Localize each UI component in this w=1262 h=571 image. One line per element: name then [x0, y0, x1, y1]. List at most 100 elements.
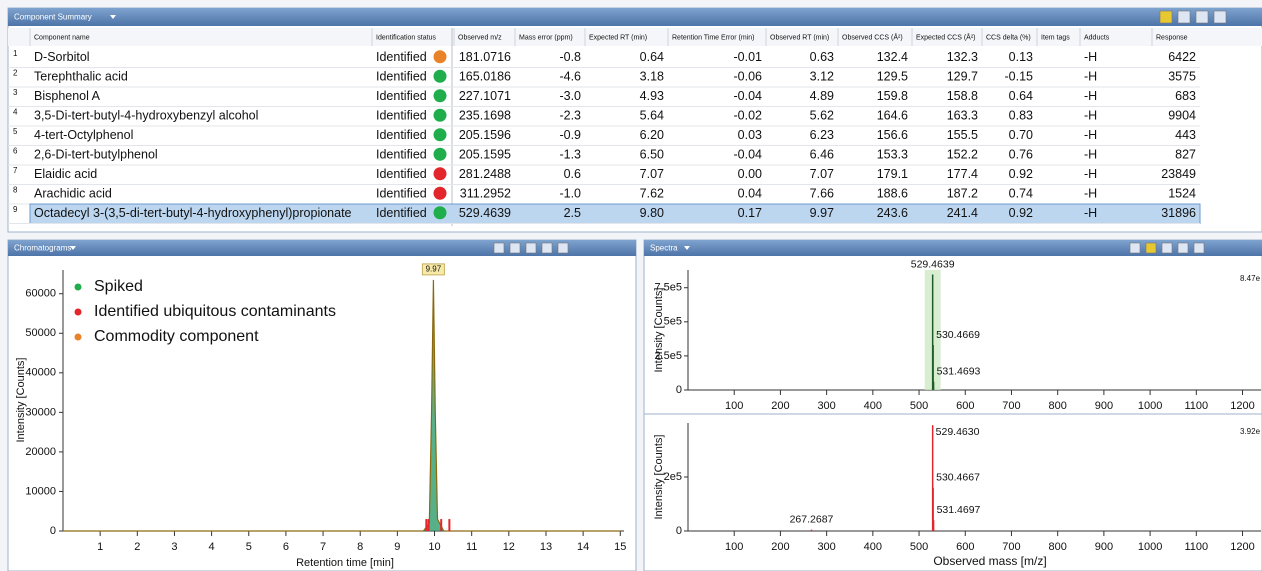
table-cell[interactable]: 0.76 [1009, 148, 1033, 162]
table-cell[interactable]: -0.04 [734, 89, 763, 103]
table-cell[interactable]: 0.92 [1009, 206, 1033, 220]
table-cell[interactable]: -H [1084, 109, 1097, 123]
toolbar-icon[interactable] [1129, 242, 1141, 254]
table-cell[interactable]: Identified [376, 50, 427, 64]
table-cell[interactable]: 7.66 [810, 187, 834, 201]
table-cell[interactable]: 164.6 [877, 109, 908, 123]
table-cell[interactable]: 3,5-Di-tert-butyl-4-hydroxybenzyl alcoho… [34, 109, 258, 123]
table-cell[interactable]: -H [1084, 167, 1097, 181]
table-cell[interactable]: 2.5 [564, 206, 581, 220]
table-cell[interactable]: 31896 [1161, 206, 1196, 220]
table-cell[interactable]: 155.5 [947, 128, 978, 142]
table-cell[interactable]: Bisphenol A [34, 89, 101, 103]
table-cell[interactable]: 156.6 [877, 128, 908, 142]
table-cell[interactable]: -H [1084, 50, 1097, 64]
table-cell[interactable]: 205.1595 [459, 148, 511, 162]
table-cell[interactable]: 129.7 [947, 70, 978, 84]
table-cell[interactable]: 187.2 [947, 187, 978, 201]
table-cell[interactable]: -0.02 [734, 109, 763, 123]
table-cell[interactable]: 188.6 [877, 187, 908, 201]
table-cell[interactable]: 7.62 [640, 187, 664, 201]
toolbar-icon[interactable] [525, 242, 537, 254]
table-cell[interactable]: 4-tert-Octylphenol [34, 128, 133, 142]
table-cell[interactable]: 0.17 [738, 206, 762, 220]
table-cell[interactable]: -2.3 [559, 109, 581, 123]
dropdown-arrow[interactable] [110, 15, 116, 19]
table-cell[interactable]: Identified [376, 89, 427, 103]
toolbar-icon[interactable] [1195, 10, 1209, 24]
table-cell[interactable]: 9.97 [810, 206, 834, 220]
table-cell[interactable]: Elaidic acid [34, 167, 97, 181]
table-cell[interactable]: 4.93 [640, 89, 664, 103]
table-cell[interactable]: Identified [376, 128, 427, 142]
table-cell[interactable]: -4.6 [559, 70, 581, 84]
table-cell[interactable]: -H [1084, 206, 1097, 220]
table-cell[interactable]: 3.12 [810, 70, 834, 84]
table-cell[interactable]: 163.3 [947, 109, 978, 123]
table-cell[interactable]: 5.62 [810, 109, 834, 123]
table-cell[interactable]: 152.2 [947, 148, 978, 162]
table-cell[interactable]: -1.0 [559, 187, 581, 201]
table-title[interactable]: Component Summary [14, 13, 92, 22]
toolbar-icon[interactable] [1145, 242, 1157, 254]
table-cell[interactable]: 6.46 [810, 148, 834, 162]
table-cell[interactable]: Arachidic acid [34, 187, 112, 201]
table-cell[interactable]: 23849 [1161, 167, 1196, 181]
column-header[interactable]: Observed m/z [458, 34, 502, 41]
column-header[interactable]: Expected RT (min) [589, 34, 647, 41]
table-cell[interactable]: 443 [1175, 128, 1196, 142]
column-header[interactable]: Response [1156, 34, 1188, 41]
table-cell[interactable]: Identified [376, 70, 427, 84]
table-cell[interactable]: -3.0 [559, 89, 581, 103]
table-cell[interactable]: 129.5 [877, 70, 908, 84]
table-cell[interactable]: 153.3 [877, 148, 908, 162]
table-cell[interactable]: 0.03 [738, 128, 762, 142]
column-header[interactable]: Retention Time Error (min) [672, 34, 754, 41]
table-cell[interactable]: 0.74 [1009, 187, 1033, 201]
table-cell[interactable]: Identified [376, 206, 427, 220]
table-cell[interactable]: -H [1084, 148, 1097, 162]
table-cell[interactable]: 0.92 [1009, 167, 1033, 181]
table-cell[interactable]: Octadecyl 3-(3,5-di-tert-butyl-4-hydroxy… [34, 206, 352, 220]
table-cell[interactable]: 0.64 [640, 50, 664, 64]
table-cell[interactable]: -0.06 [734, 70, 763, 84]
toolbar-icon[interactable] [1193, 242, 1205, 254]
table-cell[interactable]: 2,6-Di-tert-butylphenol [34, 148, 158, 162]
table-cell[interactable]: 0.13 [1009, 50, 1033, 64]
table-cell[interactable]: 281.2488 [459, 167, 511, 181]
table-cell[interactable]: 3575 [1168, 70, 1196, 84]
table-cell[interactable]: 6422 [1168, 50, 1196, 64]
table-cell[interactable]: 0.70 [1009, 128, 1033, 142]
table-cell[interactable]: 0.63 [810, 50, 834, 64]
table-cell[interactable]: -H [1084, 89, 1097, 103]
table-cell[interactable]: 0.00 [738, 167, 762, 181]
table-cell[interactable]: -0.9 [559, 128, 581, 142]
column-header[interactable]: CCS delta (%) [986, 34, 1031, 41]
table-cell[interactable]: Identified [376, 109, 427, 123]
table-cell[interactable]: 205.1596 [459, 128, 511, 142]
table-cell[interactable]: 179.1 [877, 167, 908, 181]
spectra-title[interactable]: Spectra [650, 244, 678, 253]
toolbar-icon[interactable] [1177, 242, 1189, 254]
column-header[interactable]: Identification status [376, 34, 436, 41]
table-cell[interactable]: 177.4 [947, 167, 978, 181]
column-header[interactable]: Adducts [1084, 34, 1110, 41]
table-cell[interactable]: 227.1071 [459, 89, 511, 103]
toolbar-icon[interactable] [509, 242, 521, 254]
chromatogram-title[interactable]: Chromatograms [14, 244, 71, 253]
toolbar-icon[interactable] [557, 242, 569, 254]
table-cell[interactable]: -0.15 [1005, 70, 1034, 84]
table-cell[interactable]: 827 [1175, 148, 1196, 162]
table-cell[interactable]: 165.0186 [459, 70, 511, 84]
table-cell[interactable]: Identified [376, 187, 427, 201]
column-header[interactable]: Observed CCS (Å²) [842, 32, 903, 41]
table-cell[interactable]: 1524 [1168, 187, 1196, 201]
toolbar-icon[interactable] [1161, 242, 1173, 254]
column-header[interactable]: Expected CCS (Å²) [916, 32, 976, 41]
table-cell[interactable]: 3.18 [640, 70, 664, 84]
column-header[interactable]: Mass error (ppm) [519, 34, 573, 41]
toolbar-icon[interactable] [1159, 10, 1173, 24]
table-cell[interactable]: Terephthalic acid [34, 70, 128, 84]
table-cell[interactable]: 0.64 [1009, 89, 1033, 103]
table-cell[interactable]: Identified [376, 148, 427, 162]
